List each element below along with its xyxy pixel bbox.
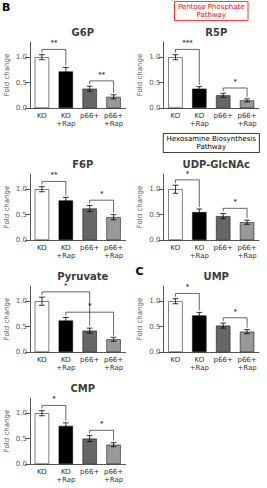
svg-text:*: *	[52, 395, 56, 403]
svg-text:+Rap: +Rap	[104, 252, 124, 260]
svg-text:KO: KO	[194, 244, 204, 252]
svg-text:p66+: p66+	[80, 112, 99, 120]
svg-text:CMP: CMP	[70, 383, 95, 394]
svg-text:1.0: 1.0	[16, 185, 27, 193]
svg-text:1.0: 1.0	[16, 409, 27, 417]
svg-text:***: ***	[182, 39, 193, 47]
svg-text:+Rap: +Rap	[190, 364, 210, 372]
svg-text:Pathway: Pathway	[196, 11, 226, 19]
svg-text:0.0: 0.0	[16, 104, 27, 112]
svg-text:+Rap: +Rap	[56, 364, 76, 372]
svg-text:p66+: p66+	[237, 112, 256, 120]
svg-text:0.5: 0.5	[149, 211, 160, 219]
svg-text:Pentose Phosphate: Pentose Phosphate	[178, 3, 245, 11]
svg-text:**: **	[50, 39, 58, 47]
svg-text:p66+: p66+	[104, 244, 123, 252]
svg-text:Fold change: Fold change	[136, 298, 144, 340]
svg-text:Fold change: Fold change	[3, 410, 11, 452]
svg-text:Fold change: Fold change	[3, 298, 11, 340]
svg-text:Fold change: Fold change	[136, 54, 144, 96]
svg-text:+Rap: +Rap	[56, 120, 76, 128]
svg-text:*: *	[233, 78, 237, 86]
svg-text:KO: KO	[171, 112, 181, 120]
svg-text:KO: KO	[37, 112, 47, 120]
svg-text:1.0: 1.0	[16, 297, 27, 305]
svg-text:0.5: 0.5	[149, 79, 160, 87]
svg-text:1.0: 1.0	[149, 53, 160, 61]
svg-text:UDP-GlcNAc: UDP-GlcNAc	[183, 159, 250, 170]
svg-text:0.5: 0.5	[16, 211, 27, 219]
svg-text:KO: KO	[61, 468, 71, 476]
svg-text:p66+: p66+	[214, 112, 233, 120]
svg-text:KO: KO	[61, 112, 71, 120]
svg-text:1.0: 1.0	[149, 297, 160, 305]
svg-text:KO: KO	[171, 244, 181, 252]
svg-text:*: *	[88, 302, 92, 310]
svg-text:KO: KO	[194, 112, 204, 120]
svg-text:+Rap: +Rap	[56, 252, 76, 260]
svg-text:p66+: p66+	[237, 356, 256, 364]
svg-text:p66+: p66+	[104, 112, 123, 120]
svg-text:0.5: 0.5	[149, 323, 160, 331]
svg-text:Fold change: Fold change	[3, 54, 11, 96]
svg-text:+Rap: +Rap	[104, 476, 124, 484]
svg-text:Fold change: Fold change	[3, 186, 11, 228]
svg-text:+Rap: +Rap	[104, 120, 124, 128]
svg-text:G6P: G6P	[72, 27, 95, 38]
svg-text:C: C	[136, 265, 144, 278]
svg-text:**: **	[98, 71, 106, 79]
svg-text:KO: KO	[194, 356, 204, 364]
svg-text:KO: KO	[37, 356, 47, 364]
svg-text:Pyruvate: Pyruvate	[57, 271, 108, 282]
svg-text:+Rap: +Rap	[56, 476, 76, 484]
svg-text:p66+: p66+	[214, 244, 233, 252]
svg-text:*: *	[186, 283, 190, 291]
svg-text:0.5: 0.5	[16, 323, 27, 331]
svg-text:0.0: 0.0	[16, 236, 27, 244]
svg-text:Hexosamine Biosynthesis: Hexosamine Biosynthesis	[167, 135, 257, 143]
svg-text:*: *	[100, 420, 104, 428]
svg-text:p66+: p66+	[237, 244, 256, 252]
svg-text:*: *	[233, 308, 237, 316]
svg-text:+Rap: +Rap	[237, 120, 257, 128]
svg-text:+Rap: +Rap	[190, 252, 210, 260]
svg-text:F6P: F6P	[72, 159, 93, 170]
svg-text:UMP: UMP	[204, 271, 229, 282]
svg-text:Pathway: Pathway	[196, 143, 226, 151]
svg-text:0.0: 0.0	[149, 236, 160, 244]
svg-text:KO: KO	[171, 356, 181, 364]
svg-text:B: B	[2, 1, 10, 14]
svg-text:+Rap: +Rap	[190, 120, 210, 128]
svg-text:KO: KO	[61, 244, 71, 252]
svg-text:+Rap: +Rap	[237, 252, 257, 260]
svg-text:1.0: 1.0	[16, 53, 27, 61]
svg-text:+Rap: +Rap	[104, 364, 124, 372]
svg-text:Fold change: Fold change	[136, 186, 144, 228]
svg-text:0.0: 0.0	[16, 348, 27, 356]
svg-text:*: *	[100, 190, 104, 198]
svg-text:+Rap: +Rap	[237, 364, 257, 372]
svg-text:p66+: p66+	[80, 244, 99, 252]
svg-text:0.0: 0.0	[149, 104, 160, 112]
svg-text:KO: KO	[37, 468, 47, 476]
svg-text:p66+: p66+	[214, 356, 233, 364]
svg-text:**: **	[50, 171, 58, 179]
svg-text:p66+: p66+	[104, 356, 123, 364]
svg-text:KO: KO	[37, 244, 47, 252]
svg-text:*: *	[186, 170, 190, 178]
svg-text:0.0: 0.0	[149, 348, 160, 356]
svg-text:p66+: p66+	[80, 356, 99, 364]
svg-text:KO: KO	[61, 356, 71, 364]
svg-text:1.0: 1.0	[149, 185, 160, 193]
svg-text:*: *	[233, 198, 237, 206]
svg-text:0.0: 0.0	[16, 460, 27, 468]
svg-text:0.5: 0.5	[16, 79, 27, 87]
svg-text:R5P: R5P	[205, 27, 227, 38]
svg-text:p66+: p66+	[104, 468, 123, 476]
svg-text:*: *	[64, 282, 68, 290]
svg-text:0.5: 0.5	[16, 435, 27, 443]
svg-text:p66+: p66+	[80, 468, 99, 476]
